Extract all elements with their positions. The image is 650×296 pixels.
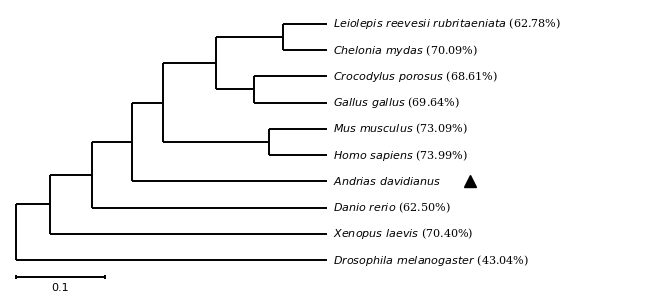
Text: $\it{Crocodylus\ porosus}$ (68.61%): $\it{Crocodylus\ porosus}$ (68.61%) — [333, 69, 497, 84]
Text: $\it{Danio\ rerio}$ (62.50%): $\it{Danio\ rerio}$ (62.50%) — [333, 200, 450, 215]
Text: $\it{Leiolepis\ reevesii\ rubritaeniata}$ (62.78%): $\it{Leiolepis\ reevesii\ rubritaeniata}… — [333, 16, 561, 31]
Text: $\it{Mus\ musculus}$ (73.09%): $\it{Mus\ musculus}$ (73.09%) — [333, 122, 467, 136]
Text: 0.1: 0.1 — [52, 283, 70, 293]
Text: $\it{Xenopus\ laevis}$ (70.40%): $\it{Xenopus\ laevis}$ (70.40%) — [333, 226, 473, 242]
Text: $\it{Gallus\ gallus}$ (69.64%): $\it{Gallus\ gallus}$ (69.64%) — [333, 95, 460, 110]
Text: $\it{Chelonia\ mydas}$ (70.09%): $\it{Chelonia\ mydas}$ (70.09%) — [333, 43, 478, 57]
Text: $\it{Homo\ sapiens}$ (73.99%): $\it{Homo\ sapiens}$ (73.99%) — [333, 148, 467, 163]
Text: $\it{Drosophila\ melanogaster}$ (43.04%): $\it{Drosophila\ melanogaster}$ (43.04%) — [333, 253, 528, 268]
Text: $\it{Andrias\ davidianus}$: $\it{Andrias\ davidianus}$ — [333, 176, 441, 187]
